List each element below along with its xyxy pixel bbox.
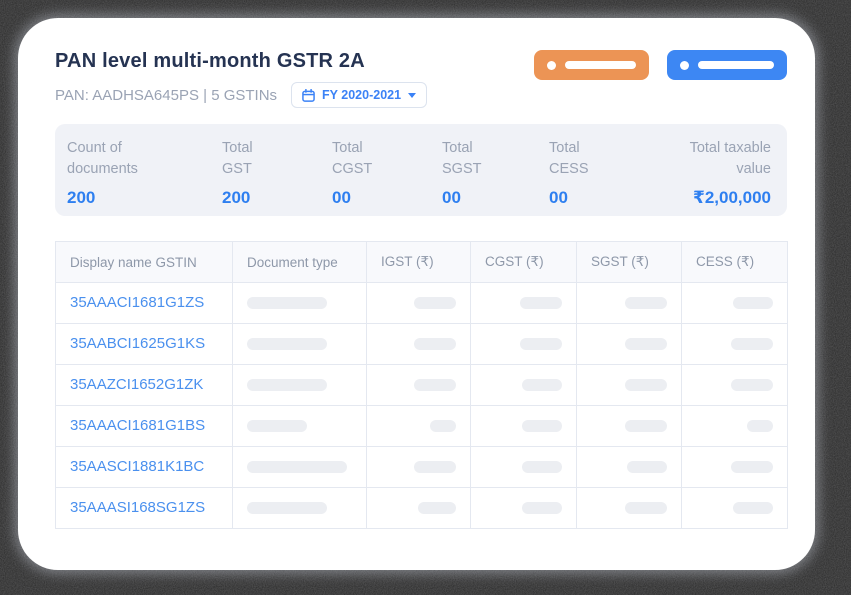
gstin-link[interactable]: 35AAACI1681G1BS (70, 417, 206, 434)
skeleton-pill (414, 379, 456, 391)
table-row: 35AAACI1681G1ZS (55, 282, 788, 324)
skeleton-pill (625, 420, 667, 432)
table-row: 35AAACI1681G1BS (55, 405, 788, 447)
stat-total-cess: Total CESS 00 (549, 138, 667, 208)
page-header: PAN level multi-month GSTR 2A PAN: AADHS… (55, 50, 787, 108)
stat-value: 00 (549, 188, 568, 208)
skeleton-pill (627, 461, 667, 473)
column-header-cess: CESS (₹) (681, 241, 788, 283)
stat-value: 200 (67, 188, 96, 208)
skeleton-pill (522, 461, 562, 473)
table-row: 35AAZCI1652G1ZK (55, 364, 788, 406)
skeleton-pill (731, 379, 773, 391)
gstin-link[interactable]: 35AAASI168SG1ZS (70, 499, 206, 516)
action-button-orange[interactable] (534, 50, 649, 80)
gstin-table: Display name GSTIN Document type IGST (₹… (55, 241, 788, 529)
header-actions (534, 50, 787, 80)
chevron-down-icon (408, 93, 417, 98)
skeleton-pill (522, 420, 562, 432)
gstin-link[interactable]: 35AAZCI1652G1ZK (70, 376, 204, 393)
skeleton-pill (414, 297, 456, 309)
stat-total-cgst: Total CGST 00 (332, 138, 442, 208)
skeleton-pill (247, 297, 327, 309)
stat-label: Total SGST (442, 140, 482, 177)
stat-label: Total taxable value (689, 140, 771, 177)
skeleton-pill (520, 297, 562, 309)
stat-value: 200 (222, 188, 251, 208)
skeleton-pill (247, 461, 347, 473)
page-title: PAN level multi-month GSTR 2A (55, 50, 365, 72)
stat-label: Total CESS (549, 140, 589, 177)
skeleton-pill (430, 420, 456, 432)
skeleton-pill (731, 461, 773, 473)
stat-value: 00 (332, 188, 351, 208)
skeleton-pill (247, 338, 327, 350)
action-button-blue[interactable] (667, 50, 787, 80)
skeleton-pill (522, 379, 562, 391)
skeleton-pill (625, 297, 667, 309)
column-header-cgst: CGST (₹) (470, 241, 577, 283)
gstin-link[interactable]: 35AABCI1625G1KS (70, 335, 206, 352)
skeleton-pill (520, 338, 562, 350)
skeleton-pill (247, 420, 307, 432)
skeleton-pill (625, 379, 667, 391)
stat-label: Total CGST (332, 140, 373, 177)
skeleton-pill (247, 379, 327, 391)
stat-total-taxable-value: Total taxable value ₹2,00,000 (667, 138, 771, 208)
stat-label: Total GST (222, 140, 253, 177)
skeleton-pill (731, 338, 773, 350)
button-label-placeholder (698, 61, 774, 69)
button-dot-icon (547, 60, 556, 70)
table-row: 35AASCI1881K1BC (55, 446, 788, 488)
skeleton-pill (522, 502, 562, 514)
pan-subtitle: PAN: AADHSA645PS | 5 GSTINs (55, 86, 278, 104)
skeleton-pill (625, 338, 667, 350)
column-header-gstin: Display name GSTIN (55, 241, 233, 283)
skeleton-pill (733, 502, 773, 514)
stat-total-sgst: Total SGST 00 (442, 138, 549, 208)
fy-selector[interactable]: FY 2020-2021 (291, 82, 428, 108)
column-header-sgst: SGST (₹) (576, 241, 682, 283)
stat-label: Count of documents (67, 140, 138, 177)
column-header-igst: IGST (₹) (366, 241, 471, 283)
skeleton-pill (733, 297, 773, 309)
stat-value: ₹2,00,000 (692, 188, 771, 208)
stat-value: 00 (442, 188, 461, 208)
fy-selector-label: FY 2020-2021 (322, 88, 402, 102)
calendar-icon (302, 88, 315, 102)
column-header-document-type: Document type (232, 241, 367, 283)
title-block: PAN level multi-month GSTR 2A PAN: AADHS… (55, 50, 428, 108)
skeleton-pill (625, 502, 667, 514)
skeleton-pill (747, 420, 773, 432)
table-row: 35AAASI168SG1ZS (55, 487, 788, 529)
skeleton-pill (247, 502, 327, 514)
table-row: 35AABCI1625G1KS (55, 323, 788, 365)
gstin-link[interactable]: 35AASCI1881K1BC (70, 458, 205, 475)
button-label-placeholder (565, 61, 636, 69)
skeleton-pill (414, 461, 456, 473)
main-card: PAN level multi-month GSTR 2A PAN: AADHS… (18, 18, 815, 570)
button-dot-icon (680, 60, 689, 70)
skeleton-pill (418, 502, 456, 514)
summary-stats-bar: Count of documents 200 Total GST 200 Tot… (55, 124, 787, 216)
skeleton-pill (414, 338, 456, 350)
stat-total-gst: Total GST 200 (222, 138, 332, 208)
table-header-row: Display name GSTIN Document type IGST (₹… (55, 241, 788, 283)
gstin-link[interactable]: 35AAACI1681G1ZS (70, 294, 205, 311)
stat-count-of-documents: Count of documents 200 (67, 138, 222, 208)
